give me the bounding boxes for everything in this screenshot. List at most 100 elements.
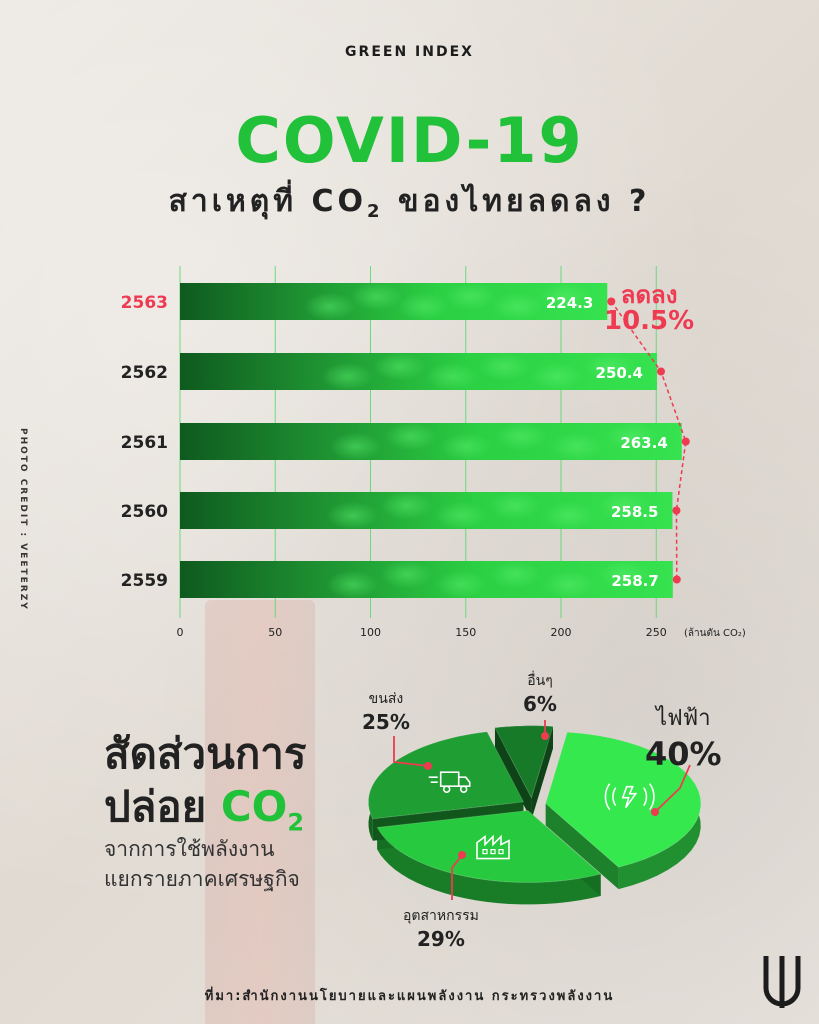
bar-smoke-texture	[583, 352, 636, 381]
bar-smoke-texture	[425, 362, 478, 391]
bar-smoke-texture	[488, 491, 541, 520]
source-note: ที่มา:สำนักงานนโยบายและแผนพลังงาน กระทรว…	[204, 989, 615, 1004]
truck-cab	[458, 776, 471, 788]
leader-transport	[393, 736, 429, 767]
pie-label-other: อื่นๆ 6%	[523, 670, 557, 716]
pie-label-industry-name: อุตสาหกรรม	[403, 908, 479, 924]
bar-smoke-texture	[605, 422, 658, 451]
bar-value-label: 258.7	[611, 572, 658, 590]
wave-glyph	[643, 787, 648, 807]
share-title-co: CO	[220, 781, 288, 831]
bar-value-label: 224.3	[546, 294, 593, 312]
leader-electricity-dot	[651, 808, 659, 816]
leader-transport-dot	[424, 762, 432, 770]
share-desc-line2: แยกรายภาคเศรษฐกิจ	[104, 867, 300, 892]
share-title-sub: 2	[287, 807, 305, 836]
pie-label-electricity-value: 40%	[645, 735, 722, 773]
subtitle-post: ของไทยลดลง ?	[398, 184, 651, 219]
pie-slice-wall	[531, 726, 553, 820]
bar-smoke-texture	[373, 352, 426, 381]
decline-percent: 10.5%	[604, 306, 695, 337]
truck-wheel	[459, 785, 468, 794]
bar-smoke-texture	[543, 570, 596, 599]
trend-dashed-line	[610, 301, 687, 580]
share-desc-line1: จากการใช้พลังงาน	[104, 837, 275, 861]
trend-point	[672, 506, 681, 515]
pie-slice	[545, 731, 702, 868]
pie-slice-wall	[494, 727, 532, 820]
pie-label-transport: ขนส่ง 25%	[362, 688, 410, 734]
subtitle-sub: 2	[367, 201, 384, 222]
category-label: 2560	[121, 502, 168, 522]
x-tick-label: 200	[551, 626, 572, 639]
electricity-icon	[604, 783, 655, 811]
page-subtitle: สาเหตุที่ CO2 ของไทยลดลง ?	[0, 178, 819, 225]
pie-label-industry: อุตสาหกรรม 29%	[403, 905, 479, 951]
pie-label-other-value: 6%	[523, 692, 557, 716]
category-label: 2563	[121, 293, 168, 313]
share-section-title: สัดส่วนการ ปล่อย CO2	[104, 728, 306, 837]
pie-slice	[376, 809, 602, 883]
pie-label-electricity: ไฟฟ้า 40%	[645, 700, 722, 773]
subtitle-co: CO	[311, 184, 368, 219]
bar-value-label: 258.5	[611, 503, 658, 521]
pie-slice	[368, 731, 525, 820]
truck-body	[439, 771, 460, 788]
bar-smoke-texture	[434, 501, 487, 530]
pie-slice-side	[377, 827, 601, 905]
lightning-glyph	[621, 785, 638, 809]
category-label: 2562	[121, 363, 168, 383]
bar-smoke-texture	[597, 491, 650, 520]
wave-glyph	[649, 783, 655, 811]
bar-smoke-texture	[326, 501, 379, 530]
leader-other-dot	[541, 732, 549, 740]
category-label: 2559	[121, 571, 168, 591]
pie-label-electricity-name: ไฟฟ้า	[656, 706, 711, 731]
bar-smoke-texture	[434, 570, 487, 599]
trend-point	[672, 575, 681, 584]
bar-smoke-texture	[397, 292, 450, 321]
wave-glyph	[612, 787, 617, 807]
bar-smoke-texture	[350, 282, 403, 311]
bar-smoke-texture	[550, 432, 603, 461]
photo-credit: PHOTO CREDIT : VEETERZY	[18, 428, 28, 611]
category-label: 2561	[121, 433, 168, 453]
bar-smoke-texture	[380, 560, 433, 589]
leader-electricity	[654, 764, 691, 813]
brand-logo-icon	[763, 956, 801, 1008]
bar-smoke-texture	[538, 282, 591, 311]
bar-smoke-texture	[380, 491, 433, 520]
trend-point	[657, 367, 666, 376]
pie-label-transport-value: 25%	[362, 710, 410, 734]
brand-label: GREEN INDEX	[345, 44, 474, 60]
bar-smoke-texture	[495, 422, 548, 451]
bar-smoke-texture	[329, 432, 382, 461]
pie-label-industry-value: 29%	[417, 927, 465, 951]
share-title-line1: สัดส่วนการ	[104, 729, 307, 778]
bar-smoke-texture	[303, 292, 356, 321]
chimney-photo-ghost	[205, 600, 315, 1024]
x-unit-label: (ล้านตัน CO₂)	[684, 627, 746, 639]
trend-point	[681, 437, 690, 446]
pie-slice-wall	[545, 803, 619, 890]
bar-smoke-texture	[326, 570, 379, 599]
x-tick-label: 0	[177, 626, 184, 639]
bar-smoke-texture	[320, 362, 373, 391]
subtitle-pre: สาเหตุที่	[168, 184, 298, 219]
bar-smoke-texture	[543, 501, 596, 530]
bar-value-label: 263.4	[620, 434, 667, 452]
x-tick-label: 150	[455, 626, 476, 639]
bar-smoke-texture	[530, 362, 583, 391]
factory-window	[498, 848, 504, 855]
x-tick-label: 250	[646, 626, 667, 639]
factory-icon	[476, 834, 510, 860]
bar-smoke-texture	[478, 352, 531, 381]
factory-window	[482, 848, 488, 855]
share-title-line2: ปล่อย	[104, 781, 207, 831]
bar-smoke-texture	[384, 422, 437, 451]
decline-label: ลดลง	[620, 281, 678, 309]
truck-icon	[428, 771, 471, 794]
leader-industry-dot	[458, 851, 466, 859]
factory-window	[490, 848, 496, 855]
